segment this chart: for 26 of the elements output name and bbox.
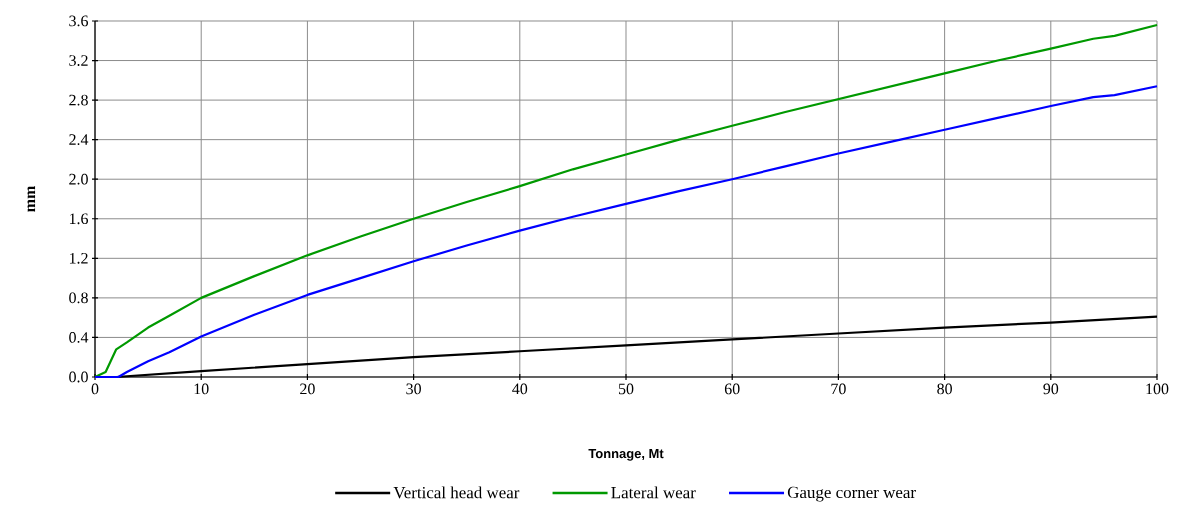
y-tick-label: 3.6 <box>69 15 89 27</box>
y-axis-title: mm <box>27 185 36 212</box>
x-tick-label: 20 <box>300 383 315 395</box>
x-tick-label: 70 <box>831 383 846 395</box>
y-tick-label: 0.8 <box>69 292 88 304</box>
x-tick-label: 100 <box>1146 383 1169 395</box>
y-tick-label: 1.2 <box>69 252 88 264</box>
y-tick-label: 2.4 <box>69 134 89 146</box>
x-tick-label: 40 <box>512 383 528 395</box>
y-tick-label: 0.0 <box>69 371 88 383</box>
y-tick-label: 2.0 <box>69 173 88 185</box>
legend-label: Vertical head wear <box>393 486 520 499</box>
x-axis-title: Tonnage, Mt <box>588 449 664 461</box>
x-tick-label: 10 <box>194 383 209 395</box>
y-tick-label: 1.6 <box>69 213 89 225</box>
x-tick-label: 50 <box>618 383 634 395</box>
x-tick-label: 60 <box>724 383 740 395</box>
x-tick-label: 80 <box>937 383 952 395</box>
y-tick-label: 0.4 <box>69 332 89 343</box>
x-tick-label: 90 <box>1043 383 1059 395</box>
legend-label: Lateral wear <box>611 486 696 499</box>
y-tick-label: 3.2 <box>69 55 88 66</box>
y-tick-label: 2.8 <box>69 94 88 106</box>
x-tick-label: 0 <box>91 383 99 395</box>
legend-label: Gauge corner wear <box>787 486 916 502</box>
x-tick-label: 30 <box>406 383 421 395</box>
